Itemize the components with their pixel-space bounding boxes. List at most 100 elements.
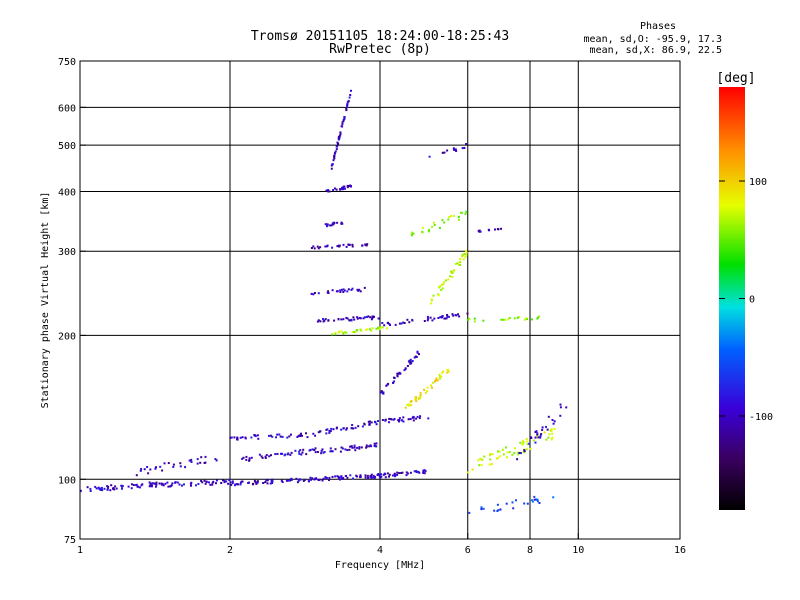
data-point [327,290,330,293]
data-point [428,155,431,158]
data-point [439,316,442,319]
data-point [298,478,301,481]
data-point [215,482,217,485]
data-point [389,324,391,326]
data-point [296,436,299,438]
data-point [479,230,482,233]
data-point [552,496,555,499]
data-point [188,459,191,462]
data-point [465,210,468,213]
data-point [442,283,445,286]
data-point [343,185,346,188]
data-point [437,317,440,319]
data-point [166,481,169,484]
data-point [327,190,330,192]
data-point [332,189,335,191]
data-point [411,360,414,362]
data-point [505,446,508,449]
data-point [421,230,424,233]
data-point [452,270,455,273]
data-point [346,105,349,108]
data-point [149,484,152,487]
data-point [121,487,123,490]
data-point [426,390,429,392]
data-point [438,226,441,229]
data-point [394,323,397,326]
data-point [411,416,414,419]
data-point [499,508,502,511]
data-point [381,419,384,421]
phases-heading: Phases [640,21,676,32]
data-point [350,89,352,92]
data-point [494,228,496,231]
data-point [325,432,328,435]
data-point [372,474,375,477]
data-point [336,475,339,478]
data-point [446,149,449,152]
data-point [239,436,242,439]
data-point [345,108,348,111]
data-point [153,482,156,485]
data-point [354,449,357,452]
data-point [318,478,321,481]
data-point [346,104,349,107]
data-point [343,117,346,120]
data-point [533,498,536,501]
data-point [375,442,378,445]
data-point [326,245,329,248]
data-point [203,479,206,482]
data-point [208,481,210,484]
data-point [359,317,362,320]
data-point [436,379,439,382]
data-point [358,316,361,319]
data-point [320,449,323,452]
data-point [519,441,522,444]
data-point [95,487,98,490]
data-point [148,481,151,484]
data-point [529,447,532,450]
data-point [334,448,337,451]
data-point [508,317,511,319]
data-point [317,431,320,434]
data-point [326,291,329,294]
data-point [190,458,193,461]
data-point [333,221,336,224]
data-point [435,378,438,381]
data-point [110,484,113,487]
data-point [405,474,408,477]
data-point [227,482,230,485]
data-point [348,96,351,99]
data-point [342,119,345,122]
data-point [365,329,368,331]
data-point [135,483,138,486]
data-point [143,468,146,471]
data-point [441,315,444,317]
data-point [211,483,214,486]
data-point [345,428,348,431]
data-point [147,472,150,475]
data-point [314,447,317,450]
data-point [231,482,234,485]
data-point [468,317,471,320]
x-tick-label: 4 [377,545,383,556]
data-point [443,317,446,320]
data-point [441,287,444,290]
data-point [370,445,373,448]
data-point [314,434,317,437]
data-point [340,446,343,449]
data-point [513,317,516,320]
data-point [493,509,496,512]
data-point [408,321,411,324]
data-point [411,318,414,321]
data-point [361,425,364,428]
phases-o-stats: mean, sd,O: -95.9, 17.3 [584,34,722,45]
data-point [438,377,441,380]
data-point [538,315,541,318]
data-point [346,317,349,320]
data-point [454,263,457,265]
data-point [215,479,218,482]
data-point [411,231,414,234]
data-point [453,148,455,151]
data-point [351,287,354,290]
data-point [369,420,371,423]
